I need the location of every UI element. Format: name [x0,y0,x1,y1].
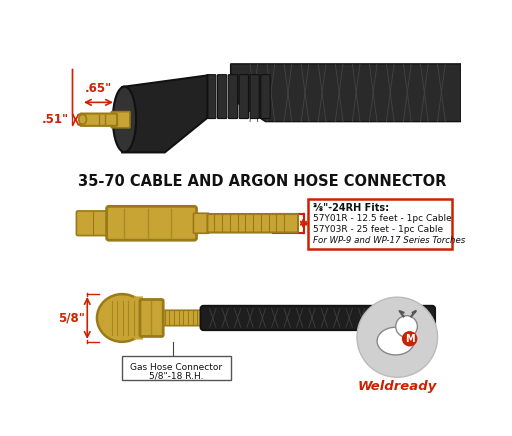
FancyBboxPatch shape [207,75,216,119]
FancyBboxPatch shape [228,75,238,119]
FancyBboxPatch shape [261,75,270,119]
Text: .51": .51" [41,113,69,126]
FancyBboxPatch shape [111,112,130,128]
Text: 5/8"-18 R.H.: 5/8"-18 R.H. [149,372,204,381]
FancyBboxPatch shape [134,296,143,340]
Ellipse shape [113,87,136,152]
Text: 5/8": 5/8" [58,311,85,324]
FancyBboxPatch shape [161,310,205,326]
Circle shape [396,316,417,337]
Circle shape [402,331,417,347]
Text: M: M [405,334,414,344]
FancyBboxPatch shape [200,306,435,330]
Ellipse shape [79,114,87,124]
Text: .65": .65" [84,82,112,95]
Circle shape [357,297,438,377]
FancyBboxPatch shape [76,211,111,235]
FancyBboxPatch shape [207,214,298,232]
Text: Weldready: Weldready [357,380,437,393]
Text: 35-70 CABLE AND ARGON HOSE CONNECTOR: 35-70 CABLE AND ARGON HOSE CONNECTOR [78,174,446,189]
Bar [308,199,452,249]
FancyBboxPatch shape [218,75,227,119]
Polygon shape [230,64,461,122]
Text: ⅜": ⅜" [328,220,346,230]
FancyBboxPatch shape [250,75,259,119]
Ellipse shape [377,327,414,355]
Text: Gas Hose Connector: Gas Hose Connector [131,363,222,372]
FancyBboxPatch shape [140,300,163,337]
Text: For WP-9 and WP-17 Series Torches: For WP-9 and WP-17 Series Torches [313,235,465,245]
FancyBboxPatch shape [122,357,230,380]
Text: 57Y03R - 25 feet - 1pc Cable: 57Y03R - 25 feet - 1pc Cable [313,225,443,234]
Ellipse shape [97,294,147,342]
Polygon shape [122,75,207,153]
FancyBboxPatch shape [194,213,209,233]
Text: ⅜"-24RH Fits:: ⅜"-24RH Fits: [313,203,389,213]
FancyBboxPatch shape [239,75,248,119]
Text: 57Y01R - 12.5 feet - 1pc Cable: 57Y01R - 12.5 feet - 1pc Cable [313,214,452,223]
FancyBboxPatch shape [106,206,197,240]
FancyBboxPatch shape [80,113,117,126]
